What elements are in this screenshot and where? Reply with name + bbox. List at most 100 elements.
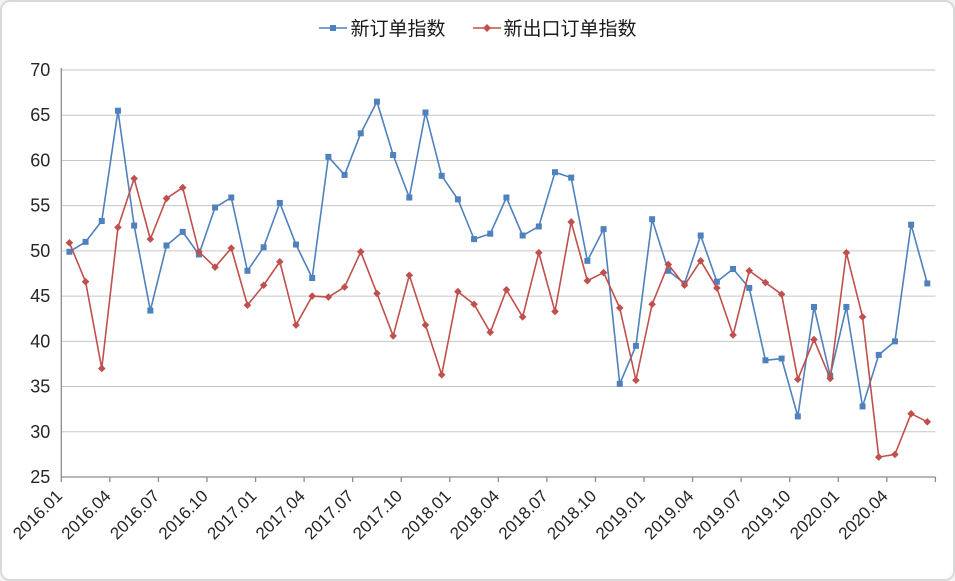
data-point [357, 130, 364, 137]
x-tick-label: 2016.01 [9, 486, 66, 543]
data-point [437, 370, 446, 379]
series-line-1 [68, 177, 928, 458]
data-point [907, 409, 915, 418]
data-point [259, 281, 268, 290]
data-point [471, 236, 478, 243]
data-point [697, 232, 704, 239]
data-point [98, 218, 105, 225]
x-tick-label: 2020.04 [835, 486, 892, 543]
data-point [244, 267, 251, 274]
data-point [923, 418, 932, 426]
data-point [649, 216, 656, 223]
data-point [600, 226, 607, 233]
data-point [696, 257, 705, 265]
legend-item-new-export-orders: 新出口订单指数 [472, 14, 637, 41]
data-point [648, 300, 656, 309]
data-point [761, 278, 770, 287]
x-tick-label: 2016.10 [155, 486, 212, 543]
data-point [66, 248, 73, 255]
data-point [227, 244, 236, 252]
x-tick-label: 2016.04 [58, 486, 115, 543]
data-point [729, 331, 737, 339]
data-point [147, 307, 154, 314]
x-tick-label: 2018.07 [495, 486, 552, 543]
legend: 新订单指数 新出口订单指数 [2, 14, 953, 41]
y-tick-label: 65 [30, 105, 50, 125]
data-point [567, 218, 575, 226]
data-point [794, 413, 801, 420]
data-point [810, 303, 817, 310]
data-point [178, 183, 187, 192]
line-square-marker-icon [319, 24, 348, 31]
data-point [406, 194, 413, 201]
data-point [777, 290, 786, 299]
data-point [293, 241, 300, 248]
x-tick-label: 2020.01 [786, 486, 843, 543]
data-point [131, 222, 138, 229]
data-point [503, 194, 510, 201]
data-point [568, 174, 575, 181]
data-point [146, 235, 155, 243]
series-line-0 [68, 100, 929, 418]
data-point [454, 196, 461, 203]
data-point [552, 169, 559, 176]
data-point [858, 313, 867, 321]
data-point [308, 292, 316, 300]
data-point [843, 303, 850, 310]
data-point [891, 450, 899, 459]
data-point [794, 375, 802, 384]
data-point [405, 271, 414, 280]
data-point [422, 109, 429, 116]
data-point [130, 174, 138, 183]
data-point [212, 204, 219, 211]
data-point [228, 194, 235, 201]
x-tick-label: 2017.04 [252, 486, 309, 543]
x-tick-label: 2017.01 [203, 486, 260, 543]
data-point [341, 171, 348, 178]
y-tick-label: 60 [30, 150, 50, 170]
y-tick-label: 70 [30, 60, 50, 80]
data-point [325, 153, 332, 160]
data-point [438, 172, 445, 179]
data-point [309, 275, 316, 282]
y-tick-label: 50 [30, 241, 50, 261]
legend-item-new-orders: 新订单指数 [318, 14, 446, 41]
data-point [487, 230, 494, 237]
x-tick-label: 2019.04 [641, 486, 698, 543]
data-point [519, 232, 526, 239]
x-tick-label: 2017.10 [349, 486, 406, 543]
data-point [114, 223, 122, 232]
data-point [97, 364, 106, 373]
data-point [632, 376, 640, 385]
x-tick-label: 2019.01 [592, 486, 649, 543]
data-point [373, 289, 381, 298]
x-tick-label: 2018.04 [446, 486, 503, 543]
x-tick-label: 2018.01 [398, 486, 455, 543]
data-point [324, 293, 333, 301]
data-point [891, 338, 898, 345]
data-point [470, 300, 478, 309]
data-point [680, 281, 689, 290]
data-point [114, 107, 121, 114]
data-point [826, 374, 834, 383]
data-point [81, 277, 90, 286]
y-tick-label: 35 [30, 377, 50, 397]
data-point [356, 247, 365, 256]
y-tick-label: 45 [30, 286, 50, 306]
data-point [584, 257, 591, 264]
data-point [535, 223, 542, 230]
data-point [195, 247, 203, 256]
data-point [874, 453, 883, 461]
data-point [518, 313, 527, 321]
data-point [179, 228, 186, 235]
legend-label-new-export-orders: 新出口订单指数 [503, 19, 637, 40]
data-point [730, 265, 737, 272]
data-point [713, 278, 720, 285]
data-point [810, 335, 818, 344]
y-tick-label: 25 [30, 467, 50, 487]
data-point [486, 328, 495, 337]
y-tick-label: 30 [30, 422, 50, 442]
data-point [632, 342, 639, 349]
data-point [665, 267, 672, 274]
